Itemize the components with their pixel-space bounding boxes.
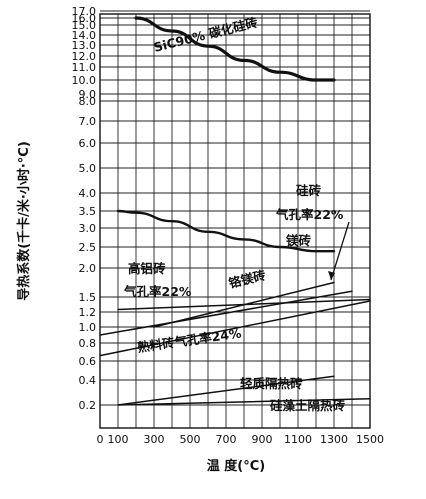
y-tick-label: 7.0 (79, 115, 97, 128)
y-tick-label: 14.0 (72, 29, 97, 42)
y-tick-labels: 0.2 0.4 0.6 0.8 1.0 1.2 1.5 2.0 2.5 3.0 3.5 4.0 5.0 6… (72, 5, 97, 412)
annotation-arrowhead (328, 271, 335, 280)
series-annotation: 高铝砖 (128, 261, 166, 276)
y-tick-label: 9.0 (79, 88, 97, 101)
x-tick-label: 1300 (320, 433, 348, 446)
y-tick-label: 16.0 (72, 12, 97, 25)
y-tick-label: 0.2 (79, 399, 97, 412)
y-axis-label: 导热系数(千卡/米·小时·°C) (16, 141, 32, 301)
series-labels: SiC90% 碳化硅砖硅砖气孔率22%镁砖高铝砖气孔率22%铬镁砖熟料砖气孔率2… (123, 14, 346, 413)
y-tick-label: 5.0 (79, 162, 97, 175)
y-tick-label: 3.0 (79, 222, 97, 235)
series-line (134, 16, 336, 82)
y-tick-label: 1.0 (79, 321, 97, 334)
x-tick-label: 900 (252, 433, 273, 446)
series-line (117, 398, 371, 406)
series-line (117, 375, 335, 406)
x-tick-label: 500 (180, 433, 201, 446)
x-tick-labels: 0 100 300 500 700 900 1100 1300 1500 (97, 433, 385, 446)
y-tick-label: 1.2 (79, 306, 97, 319)
y-tick-label: 12.0 (72, 50, 97, 63)
series-annotation: 气孔率22% (123, 284, 192, 299)
y-tick-label: 13.0 (72, 39, 97, 52)
series-line (117, 298, 371, 311)
y-tick-label: 0.4 (79, 374, 97, 387)
plot-frame (99, 13, 371, 429)
series-line (99, 300, 371, 357)
y-tick-label: 2.5 (79, 241, 97, 254)
y-tick-label: 11.0 (72, 61, 97, 74)
x-tick-label: 1100 (284, 433, 312, 446)
series-annotation: 镁砖 (286, 233, 312, 248)
x-tick-label: 700 (216, 433, 237, 446)
y-tick-label: 4.0 (79, 187, 97, 200)
y-tick-label: 10.0 (72, 74, 97, 87)
y-tick-label: 0.6 (79, 355, 97, 368)
series-annotation: 硅藻土隔热砖 (270, 398, 346, 413)
x-tick-label: 300 (144, 433, 165, 446)
y-tick-label: 0.8 (79, 337, 97, 350)
series-line (116, 209, 336, 253)
series-line (99, 290, 353, 336)
y-tick-label: 3.5 (79, 205, 97, 218)
y-tick-label: 1.5 (79, 291, 97, 304)
y-tick-label: 6.0 (79, 137, 97, 150)
series-annotation: 轻质隔热砖 (240, 376, 303, 391)
x-tick-label: 100 (108, 433, 129, 446)
chart-series-group (99, 16, 371, 406)
y-tick-label: 15.0 (72, 19, 97, 32)
x-tick-label: 0 (97, 433, 104, 446)
y-tick-label: 17.0 (72, 5, 97, 18)
x-tick-label: 1500 (356, 433, 384, 446)
x-axis-label: 温 度(°C) (207, 458, 265, 474)
annotation-pointer (330, 221, 350, 281)
series-annotation: 气孔率22% (275, 207, 344, 222)
y-tick-label: 8.0 (79, 95, 97, 108)
series-annotation: 硅砖 (296, 183, 322, 198)
series-annotation: 铬镁砖 (227, 267, 268, 291)
y-tick-label: 2.0 (79, 262, 97, 275)
chart-grid (100, 10, 371, 428)
